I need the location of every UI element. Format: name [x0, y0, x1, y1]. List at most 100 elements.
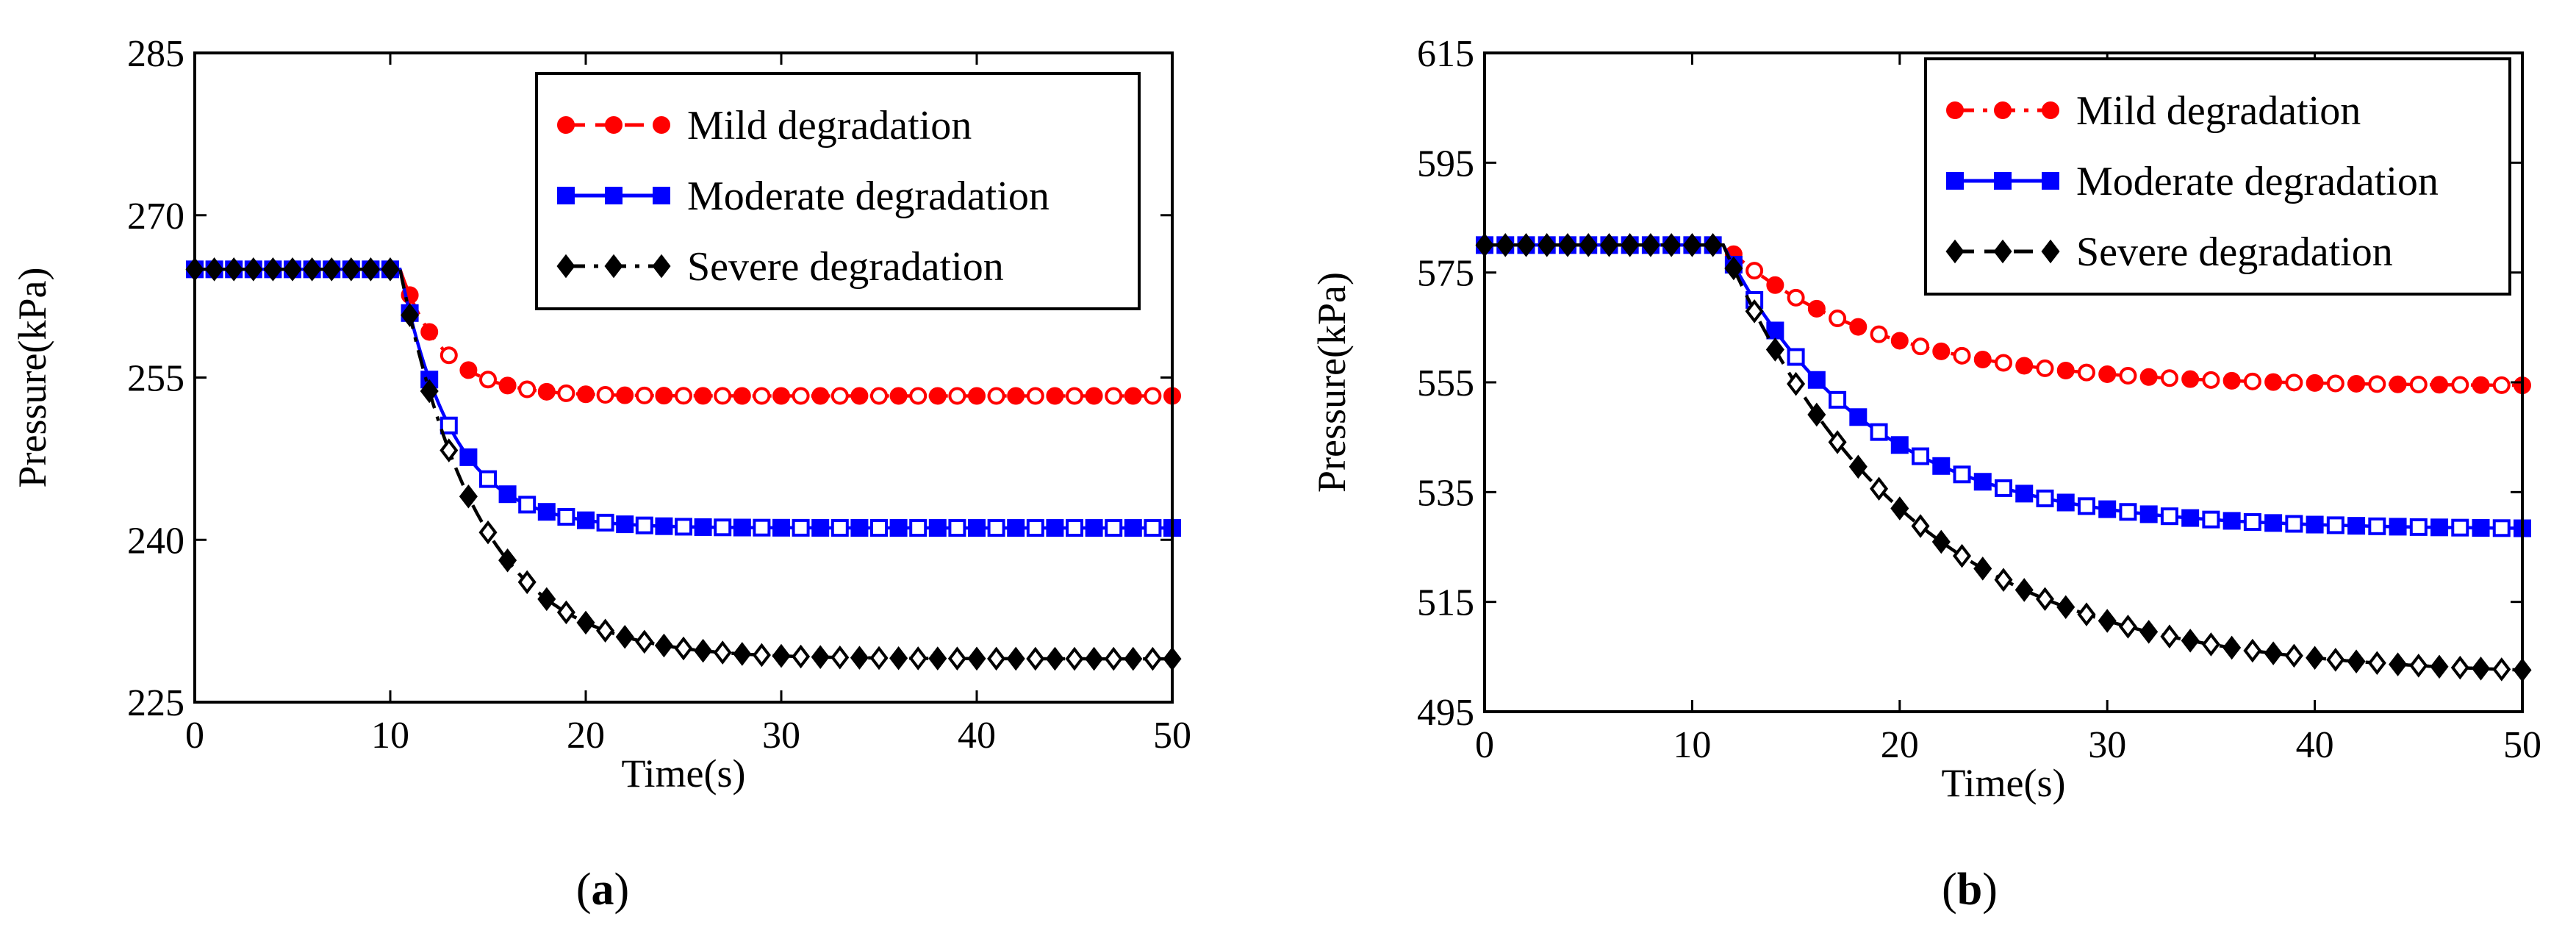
data-point [2098, 365, 2117, 383]
data-point [928, 646, 947, 671]
data-point [576, 610, 595, 635]
data-point [205, 257, 224, 282]
data-point [1085, 646, 1104, 671]
data-point [2347, 374, 2366, 393]
data-point [675, 518, 692, 536]
data-point [694, 387, 712, 405]
data-point [2098, 609, 2117, 633]
legend-label: Severe degradation [687, 244, 1004, 290]
chart-panel-b: 0 10 20 30 40 50 495 515 535 555 575 595 615 Time(s) P… [1310, 33, 2541, 915]
data-point [616, 515, 634, 534]
legend-label: Mild degradation [2076, 88, 2361, 134]
data-point [2409, 654, 2428, 678]
data-point [811, 645, 830, 669]
data-point [1026, 646, 1045, 671]
data-point [2451, 518, 2469, 537]
legend-marker [1946, 101, 1964, 119]
data-point [1911, 514, 1930, 538]
data-point [987, 646, 1006, 671]
data-point [1026, 387, 1044, 405]
data-point [537, 503, 556, 521]
data-point [1085, 519, 1103, 537]
legend: Mild degradation Moderate degradation Seve… [1924, 57, 2511, 296]
data-point [909, 387, 928, 405]
data-point [361, 257, 380, 282]
data-point [537, 382, 556, 401]
data-point [908, 646, 928, 671]
data-point [2160, 369, 2178, 387]
data-point [518, 496, 537, 514]
legend-marker [652, 254, 671, 279]
y-tick-label: 555 [1417, 362, 1474, 404]
data-point [2285, 515, 2303, 533]
data-point [1952, 543, 1972, 568]
data-point [2160, 507, 2178, 526]
data-point [1046, 519, 1064, 537]
data-point [967, 646, 986, 671]
data-point [2181, 370, 2200, 388]
legend-marker [1994, 172, 2012, 190]
x-tick-label: 10 [371, 715, 409, 757]
data-point [2492, 657, 2511, 682]
x-axis-label: Time(s) [1941, 761, 2065, 805]
legend-marker [604, 254, 623, 279]
data-point [1124, 646, 1143, 671]
data-point [342, 257, 361, 282]
x-tick-label: 30 [2088, 724, 2126, 766]
x-tick-label: 30 [762, 715, 800, 757]
series-severe-degradation [185, 257, 1182, 671]
data-point [752, 643, 771, 668]
data-point [479, 371, 497, 389]
data-point [1046, 387, 1064, 405]
x-tick-label: 40 [2296, 724, 2334, 766]
data-point [2430, 376, 2449, 394]
data-point [753, 518, 771, 537]
data-point [2243, 638, 2262, 663]
data-point [2472, 376, 2490, 394]
data-point [674, 636, 693, 661]
y-tick-label: 615 [1417, 33, 1474, 75]
legend-marker [1993, 239, 2012, 264]
data-point [889, 519, 908, 537]
data-point [283, 257, 302, 282]
data-point [830, 645, 850, 670]
x-tick-label: 20 [1881, 724, 1919, 766]
data-point [968, 519, 986, 537]
x-tick-label: 0 [1475, 724, 1494, 766]
data-point [811, 518, 830, 537]
data-point [596, 386, 614, 404]
data-point [987, 519, 1005, 537]
data-point [459, 448, 478, 466]
data-point [869, 646, 889, 671]
data-point [655, 517, 673, 535]
y-tick-label: 535 [1417, 472, 1474, 514]
data-point [1065, 646, 1084, 671]
data-point [2389, 375, 2407, 393]
data-point [753, 387, 771, 405]
data-point [2306, 515, 2324, 534]
data-point [1006, 646, 1025, 671]
data-point [322, 257, 341, 282]
y-tick-label: 240 [127, 520, 184, 562]
data-point [1765, 337, 1784, 362]
data-point [459, 361, 478, 379]
data-point [1124, 387, 1142, 405]
data-point [615, 624, 634, 649]
data-point [577, 511, 595, 529]
legend-marker [557, 187, 575, 204]
series-line [195, 268, 1172, 661]
panel-label: (a) [576, 865, 629, 915]
legend-label: Severe degradation [2076, 229, 2393, 275]
data-point [518, 380, 537, 398]
data-point [1745, 299, 1764, 323]
legend-label: Moderate degradation [687, 174, 1050, 219]
data-point [401, 303, 420, 327]
legend-marker [653, 116, 670, 134]
data-point [2347, 517, 2366, 535]
data-point [498, 376, 517, 395]
data-point [498, 485, 517, 504]
data-point [1724, 256, 1743, 281]
data-point [2077, 602, 2096, 626]
legend-marker [557, 116, 575, 134]
data-point [2450, 655, 2469, 680]
